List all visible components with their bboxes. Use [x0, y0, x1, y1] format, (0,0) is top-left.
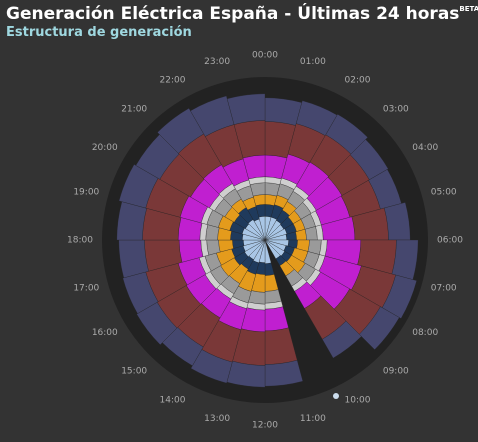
- hour-label: 03:00: [383, 105, 409, 115]
- sector: [116, 201, 147, 241]
- hour-label: 15:00: [121, 366, 147, 376]
- hour-label: 05:00: [431, 188, 457, 198]
- hour-label: 16:00: [92, 328, 118, 338]
- hour-label: 22:00: [160, 75, 186, 85]
- sector: [264, 289, 282, 304]
- hour-label: 07:00: [431, 283, 457, 293]
- hour-label: 12:00: [252, 421, 278, 431]
- hour-label: 21:00: [121, 105, 147, 115]
- hour-label: 02:00: [345, 75, 371, 85]
- hour-label: 17:00: [73, 283, 99, 293]
- hour-label: 06:00: [437, 236, 463, 246]
- now-dot: [333, 393, 339, 399]
- hour-label: 19:00: [73, 188, 99, 198]
- hour-label: 08:00: [412, 328, 438, 338]
- title-text: Generación Eléctrica España - Últimas 24…: [6, 2, 459, 24]
- hour-label: 01:00: [300, 57, 326, 67]
- hour-label: 09:00: [383, 366, 409, 376]
- sector: [264, 97, 303, 126]
- hour-label: 23:00: [204, 57, 230, 67]
- sector: [322, 320, 362, 359]
- hour-label: 10:00: [345, 396, 371, 406]
- hour-label: 18:00: [67, 236, 93, 246]
- hour-label: 14:00: [160, 396, 186, 406]
- hour-label: 20:00: [92, 143, 118, 153]
- chart-title: Generación Eléctrica España - Últimas 24…: [6, 2, 478, 24]
- hour-label: 13:00: [204, 414, 230, 424]
- title-superscript: BETA: [459, 5, 478, 13]
- sector: [118, 239, 149, 279]
- hour-label: 04:00: [412, 143, 438, 153]
- chart-subtitle: Estructura de generación: [6, 25, 192, 40]
- hour-label: 11:00: [300, 414, 326, 424]
- marks: [116, 93, 419, 388]
- hour-label: 00:00: [252, 51, 278, 61]
- sector: [226, 93, 266, 125]
